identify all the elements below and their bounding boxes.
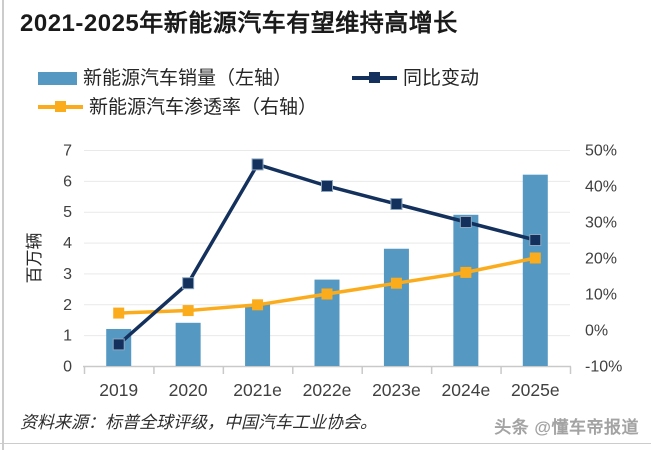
x-axis-label-2019: 2019 <box>99 380 138 400</box>
nev-combo-chart: 0 1 2 3 4 5 6 7 -10% 0% 10% 20% 30% 40% 50% 2019 2020 202… <box>25 143 622 401</box>
bar-sales-2021e <box>245 304 271 366</box>
yoy-marker-2021e <box>251 158 264 171</box>
left-axis-tick-4: 4 <box>63 235 72 252</box>
yoy-marker-2023e <box>390 198 403 210</box>
left-axis-tick-7: 7 <box>63 143 72 160</box>
right-axis-tick--10: -10% <box>585 359 622 376</box>
bar-sales-2024e <box>453 214 479 366</box>
legend-item-yoy: 同比变动 <box>352 68 479 88</box>
yoy-marker-2025e <box>529 234 542 246</box>
penetration-marker-2019 <box>113 307 125 319</box>
penetration-marker-2021e <box>252 299 264 311</box>
penetration-marker-2024e <box>460 266 472 278</box>
penetration-line-marker-icon <box>38 100 83 114</box>
x-axis-label-2020: 2020 <box>169 380 208 400</box>
legend-label-yoy: 同比变动 <box>403 67 480 89</box>
penetration-marker-2023e <box>390 277 402 289</box>
left-axis-tick-1: 1 <box>63 328 72 345</box>
bar-sales-2020 <box>175 322 201 366</box>
yoy-marker-2020 <box>182 277 195 290</box>
left-axis-tick-2: 2 <box>63 297 72 314</box>
right-axis-tick-40: 40% <box>585 179 617 196</box>
yoy-marker-2019 <box>112 338 125 351</box>
penetration-marker-2020 <box>182 305 194 317</box>
x-axis-label-2021e: 2021e <box>233 380 282 400</box>
legend-item-sales: 新能源汽车销量（左轴） <box>38 68 292 88</box>
x-axis-label-2022e: 2022e <box>303 380 352 400</box>
x-axis-label-2025e: 2025e <box>511 380 560 400</box>
page-bottom-border <box>0 443 651 444</box>
x-axis-label-2024e: 2024e <box>442 380 491 400</box>
watermark: 头条 @懂车帝报道 <box>494 418 639 437</box>
left-axis-tick-3: 3 <box>63 266 72 283</box>
right-axis-tick-0: 0% <box>585 323 608 340</box>
page-left-border <box>2 0 4 450</box>
right-axis-tick-20: 20% <box>585 251 617 268</box>
right-axis-tick-30: 30% <box>585 215 617 232</box>
legend-item-penetration: 新能源汽车渗透率（右轴） <box>38 97 317 117</box>
bar-swatch-icon <box>38 71 77 85</box>
right-axis-tick-10: 10% <box>585 287 617 304</box>
yoy-marker-2022e <box>321 180 333 192</box>
penetration-marker-2022e <box>321 288 333 300</box>
yoy-marker-2024e <box>459 216 472 228</box>
x-axis-label-2023e: 2023e <box>372 380 421 400</box>
chart-title: 2021-2025年新能源汽车有望维持高增长 <box>20 10 458 37</box>
source-note: 资料来源：标普全球评级，中国汽车工业协会。 <box>20 413 377 432</box>
bar-sales-2023e <box>383 248 409 366</box>
bar-sales-2025e <box>522 174 548 366</box>
left-axis-tick-5: 5 <box>63 204 72 221</box>
right-axis-tick-50: 50% <box>585 143 617 160</box>
left-axis-tick-6: 6 <box>63 173 72 190</box>
legend-label-sales: 新能源汽车销量（左轴） <box>83 67 293 89</box>
left-axis-title: 百万辆 <box>25 233 44 284</box>
yoy-line-marker-icon <box>352 71 397 85</box>
left-axis-tick-0: 0 <box>63 359 72 376</box>
penetration-marker-2025e <box>529 252 541 264</box>
legend-label-penetration: 新能源汽车渗透率（右轴） <box>89 96 318 118</box>
